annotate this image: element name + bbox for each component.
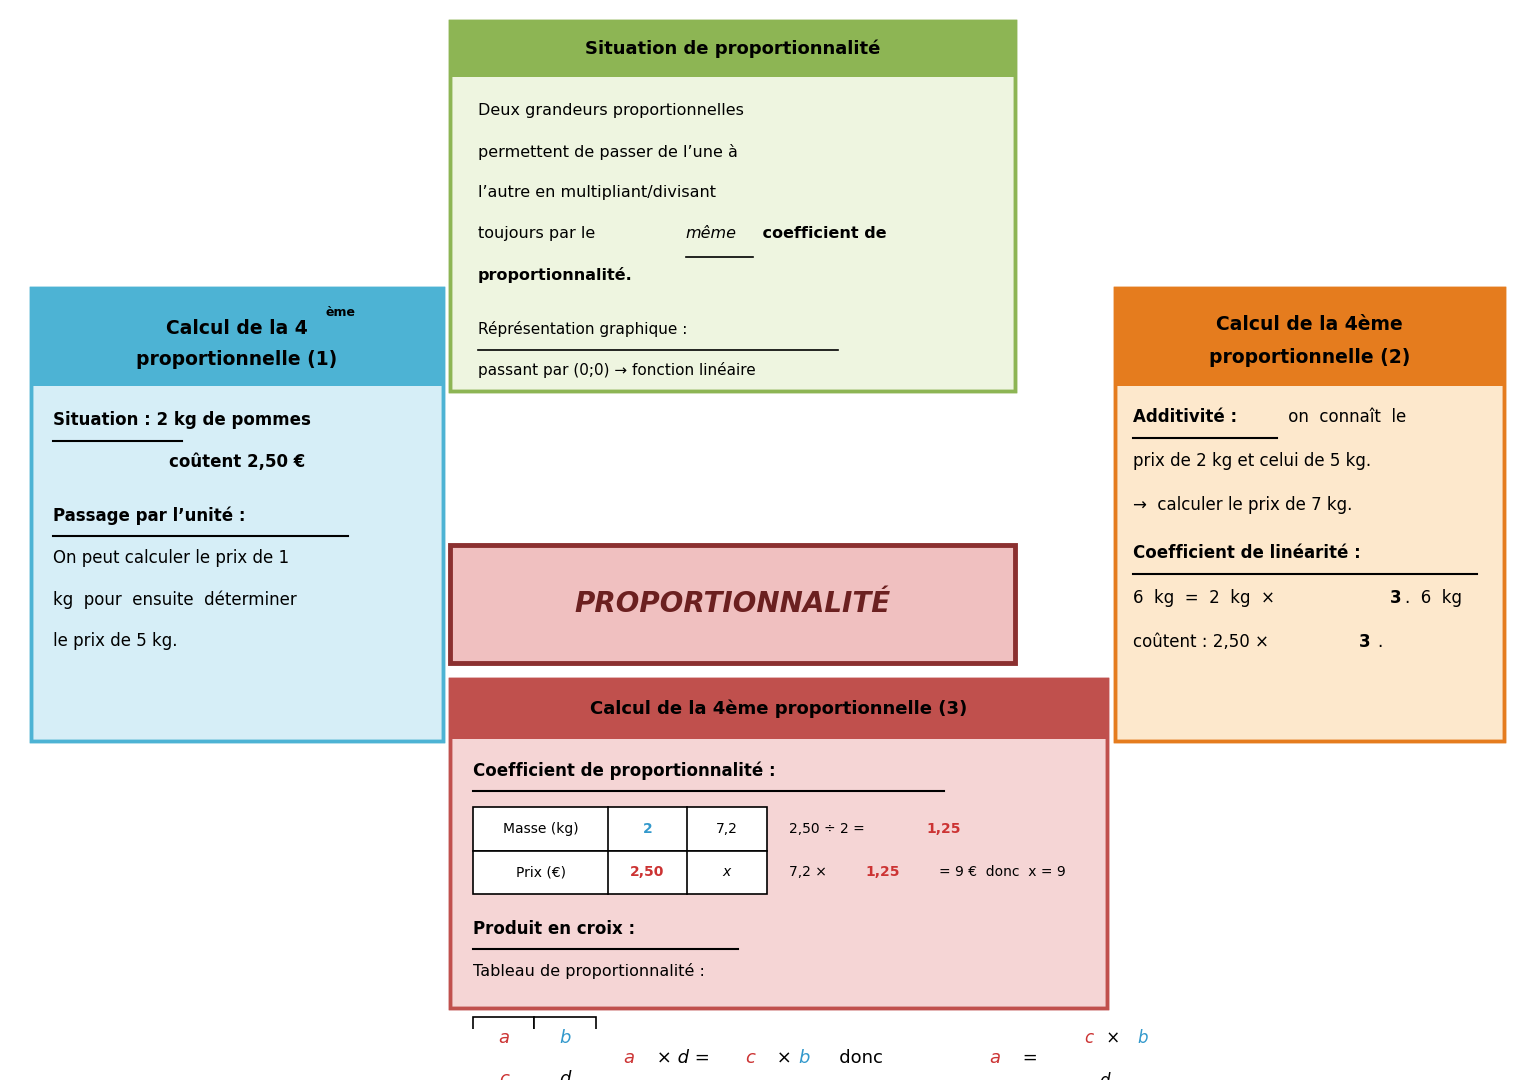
Text: prix de 2 kg et celui de 5 kg.: prix de 2 kg et celui de 5 kg. <box>1133 451 1371 470</box>
FancyBboxPatch shape <box>473 851 767 894</box>
Text: c: c <box>745 1050 754 1067</box>
FancyBboxPatch shape <box>450 21 1015 391</box>
FancyBboxPatch shape <box>450 545 1015 663</box>
FancyBboxPatch shape <box>534 1017 596 1058</box>
Text: Calcul de la 4: Calcul de la 4 <box>166 319 307 338</box>
Text: ×: × <box>1101 1029 1125 1047</box>
Text: 3: 3 <box>1359 633 1371 650</box>
Text: →  calculer le prix de 7 kg.: → calculer le prix de 7 kg. <box>1133 496 1353 514</box>
Text: Calcul de la 4ème proportionnelle (3): Calcul de la 4ème proportionnelle (3) <box>589 700 968 718</box>
Text: 1,25: 1,25 <box>866 865 901 879</box>
FancyBboxPatch shape <box>1115 288 1504 741</box>
Text: Coefficient de linéarité :: Coefficient de linéarité : <box>1133 544 1361 562</box>
FancyBboxPatch shape <box>450 21 1015 77</box>
Text: d: d <box>1099 1072 1109 1080</box>
Text: a: a <box>623 1050 634 1067</box>
Text: Réprésentation graphique :: Réprésentation graphique : <box>478 321 687 337</box>
Text: Passage par l’unité :: Passage par l’unité : <box>53 507 246 525</box>
Text: .  6  kg: . 6 kg <box>1405 590 1461 607</box>
Text: coûtent 2,50 €: coûtent 2,50 € <box>168 453 305 471</box>
Text: même: même <box>686 227 736 241</box>
FancyBboxPatch shape <box>473 1017 534 1058</box>
Text: Additivité :: Additivité : <box>1133 408 1237 427</box>
Text: le prix de 5 kg.: le prix de 5 kg. <box>53 632 179 649</box>
Text: on  connaît  le: on connaît le <box>1283 408 1406 427</box>
FancyBboxPatch shape <box>1115 288 1504 386</box>
Text: a: a <box>498 1029 510 1047</box>
Text: 6  kg  =  2  kg  ×: 6 kg = 2 kg × <box>1133 590 1286 607</box>
FancyBboxPatch shape <box>450 679 1107 739</box>
Text: = 9 €  donc  x = 9: = 9 € donc x = 9 <box>939 865 1066 879</box>
Text: a: a <box>989 1050 1000 1067</box>
Text: Produit en croix :: Produit en croix : <box>473 919 635 937</box>
FancyBboxPatch shape <box>450 679 1107 1008</box>
Text: c: c <box>1084 1029 1093 1047</box>
Text: coefficient de: coefficient de <box>757 227 887 241</box>
FancyBboxPatch shape <box>473 1058 534 1080</box>
Text: Prix (€): Prix (€) <box>516 865 565 879</box>
FancyBboxPatch shape <box>31 288 443 386</box>
Text: PROPORTIONNALITÉ: PROPORTIONNALITÉ <box>574 591 892 618</box>
Text: Coefficient de proportionnalité :: Coefficient de proportionnalité : <box>473 761 776 780</box>
Text: ème: ème <box>325 306 356 319</box>
Text: Deux grandeurs proportionnelles: Deux grandeurs proportionnelles <box>478 103 744 118</box>
Text: proportionnelle (1): proportionnelle (1) <box>136 350 337 369</box>
Text: permettent de passer de l’une à: permettent de passer de l’une à <box>478 144 738 160</box>
Text: =: = <box>1017 1050 1038 1067</box>
Text: b: b <box>799 1050 809 1067</box>
Text: × d =: × d = <box>651 1050 715 1067</box>
Text: Situation : 2 kg de pommes: Situation : 2 kg de pommes <box>53 411 312 430</box>
Text: kg  pour  ensuite  déterminer: kg pour ensuite déterminer <box>53 591 298 609</box>
FancyBboxPatch shape <box>534 1058 596 1080</box>
Text: 7,2: 7,2 <box>716 822 738 836</box>
Text: b: b <box>559 1029 571 1047</box>
Text: d: d <box>559 1070 571 1080</box>
Text: ×: × <box>771 1050 797 1067</box>
Text: coûtent : 2,50 ×: coûtent : 2,50 × <box>1133 633 1274 650</box>
Text: b: b <box>1138 1029 1147 1047</box>
Text: Tableau de proportionnalité :: Tableau de proportionnalité : <box>473 962 705 978</box>
Text: 1,25: 1,25 <box>927 822 962 836</box>
Text: 3: 3 <box>1390 590 1402 607</box>
Text: 2: 2 <box>643 822 652 836</box>
FancyBboxPatch shape <box>473 808 767 851</box>
Text: 2,50 ÷ 2 =: 2,50 ÷ 2 = <box>789 822 869 836</box>
Text: Calcul de la 4ème: Calcul de la 4ème <box>1215 315 1403 334</box>
Text: 7,2 ×: 7,2 × <box>789 865 832 879</box>
Text: On peut calculer le prix de 1: On peut calculer le prix de 1 <box>53 550 290 567</box>
Text: Masse (kg): Masse (kg) <box>502 822 579 836</box>
Text: 2,50: 2,50 <box>631 865 664 879</box>
Text: proportionnelle (2): proportionnelle (2) <box>1209 348 1409 367</box>
Text: x: x <box>722 865 731 879</box>
Text: proportionnalité.: proportionnalité. <box>478 268 632 283</box>
FancyBboxPatch shape <box>31 288 443 741</box>
Text: .: . <box>1377 633 1382 650</box>
Text: l’autre en multipliant/divisant: l’autre en multipliant/divisant <box>478 185 716 200</box>
Text: passant par (0;0) → fonction linéaire: passant par (0;0) → fonction linéaire <box>478 362 756 378</box>
Text: toujours par le: toujours par le <box>478 227 600 241</box>
Text: c: c <box>499 1070 508 1080</box>
Text: Situation de proportionnalité: Situation de proportionnalité <box>585 40 881 58</box>
Text: donc: donc <box>822 1050 893 1067</box>
